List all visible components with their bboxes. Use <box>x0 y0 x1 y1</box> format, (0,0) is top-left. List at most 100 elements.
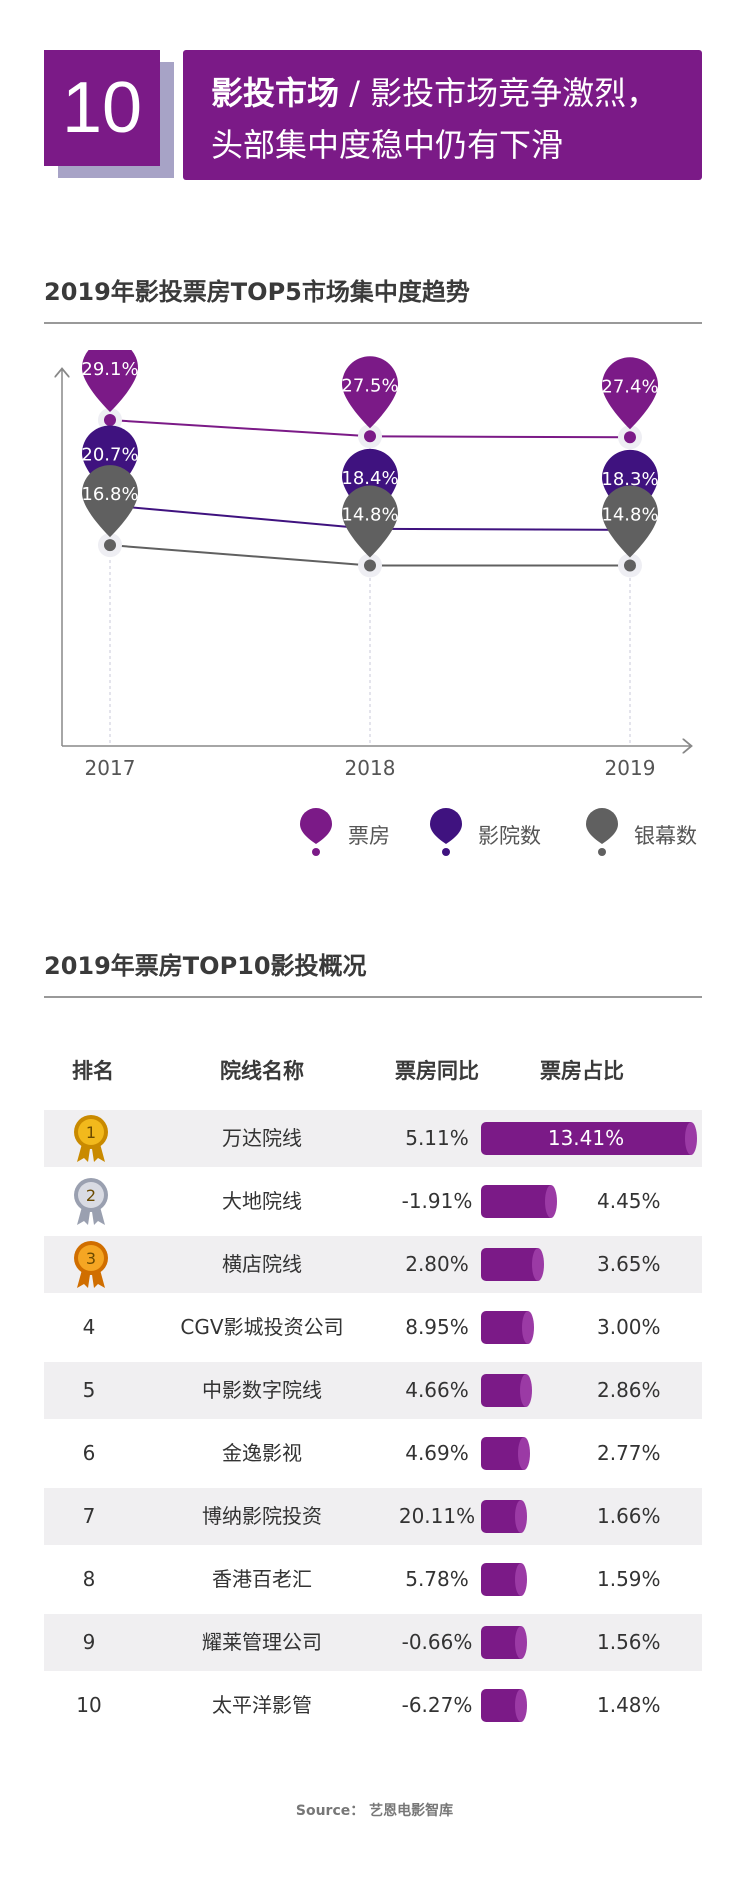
table-row: 6 金逸影视 4.69% 2.77% <box>44 1425 702 1482</box>
data-label: 29.1% <box>81 359 138 380</box>
point-dot <box>624 431 636 444</box>
share-label: 1.48% <box>597 1693 661 1717</box>
chart-legend: 票房 影院数 银幕数 <box>0 808 749 858</box>
medal-icon: 2 <box>74 1178 108 1225</box>
rank-cell: 4 <box>82 1315 96 1339</box>
share-bar-cap <box>519 1374 532 1407</box>
yoy-cell: -6.27% <box>401 1693 473 1717</box>
cinema-name-cell: CGV影城投资公司 <box>180 1315 344 1339</box>
cinema-name-cell: 中影数字院线 <box>202 1378 322 1402</box>
data-point: 27.5% <box>341 356 399 449</box>
table-row: 1 万达院线 5.11% 13.41% <box>44 1110 702 1167</box>
share-bar-cap <box>515 1626 527 1659</box>
section-number: 10 <box>44 50 160 166</box>
share-bar <box>481 1563 527 1596</box>
legend-label: 银幕数 <box>634 824 697 848</box>
yoy-cell: 5.78% <box>405 1567 469 1591</box>
point-dot <box>364 559 376 572</box>
table-row: 4 CGV影城投资公司 8.95% 3.00% <box>44 1299 702 1356</box>
cinema-name-cell: 耀莱管理公司 <box>202 1630 322 1654</box>
data-label: 14.8% <box>341 504 398 525</box>
chart-section-rule <box>44 322 702 324</box>
data-label: 18.4% <box>341 468 398 489</box>
share-bar-cap <box>518 1437 531 1470</box>
share-bar <box>481 1185 557 1218</box>
yoy-cell: -0.66% <box>401 1630 473 1654</box>
point-dot <box>104 539 116 552</box>
share-bar <box>481 1500 527 1533</box>
cinema-name-cell: 万达院线 <box>222 1126 302 1150</box>
line-chart: 29.1% 27.5% 27.4% 20.7% 18.4% 18.3% 16.8% 14.8%… <box>0 350 749 780</box>
share-bar <box>481 1689 527 1722</box>
table-section-title: 2019年票房TOP10影投概况 <box>44 952 367 980</box>
cinema-name-cell: 金逸影视 <box>222 1441 302 1465</box>
cinema-name-cell: 香港百老汇 <box>212 1567 312 1591</box>
header-title-rest: / 影投市场竞争激烈， <box>339 74 659 112</box>
table-row: 7 博纳影院投资 20.11% 1.66% <box>44 1488 702 1545</box>
data-point: 29.1% <box>81 350 139 433</box>
yoy-cell: 5.11% <box>405 1126 469 1150</box>
header-title-bold: 影投市场 <box>211 74 340 112</box>
share-bar-cap <box>532 1248 545 1281</box>
share-bar <box>481 1626 527 1659</box>
data-label: 18.3% <box>601 469 658 490</box>
x-tick-label: 2018 <box>345 756 396 780</box>
yoy-cell: -1.91% <box>401 1189 473 1213</box>
share-bar-cap <box>515 1500 527 1533</box>
data-point: 27.4% <box>601 357 659 450</box>
table-row: 3 横店院线 2.80% 3.65% <box>44 1236 702 1293</box>
medal-rank: 1 <box>86 1123 96 1142</box>
rank-cell: 5 <box>82 1378 96 1402</box>
share-bar-cap <box>544 1185 557 1218</box>
rank-cell: 1 <box>44 1110 134 1167</box>
data-label: 20.7% <box>81 444 138 465</box>
share-label: 2.86% <box>597 1378 661 1402</box>
chart-section-title: 2019年影投票房TOP5市场集中度趋势 <box>44 278 470 306</box>
col-header-name: 院线名称 <box>220 1059 304 1083</box>
source-note: Source： 艺恩电影智库 <box>295 1803 454 1819</box>
header-title-box: 影投市场 / 影投市场竞争激烈， 头部集中度稳中仍有下滑 <box>183 50 702 180</box>
table-row: 5 中影数字院线 4.66% 2.86% <box>44 1362 702 1419</box>
legend-label: 影院数 <box>478 824 541 848</box>
share-bar <box>481 1311 534 1344</box>
cinema-name-cell: 太平洋影管 <box>212 1693 312 1717</box>
header-title-line1: 影投市场 / 影投市场竞争激烈， <box>211 68 658 114</box>
share-bar-cap <box>515 1689 527 1722</box>
value-pin <box>602 485 658 558</box>
table-section-rule <box>44 996 702 998</box>
rank-cell: 9 <box>82 1630 96 1654</box>
share-bar <box>481 1248 545 1281</box>
legend-pin-icon <box>300 808 332 856</box>
table-row: 9 耀莱管理公司 -0.66% 1.56% <box>44 1614 702 1671</box>
rank-cell: 6 <box>82 1441 96 1465</box>
data-point: 14.8% <box>601 485 659 578</box>
col-header-share: 票房占比 <box>540 1059 624 1083</box>
yoy-cell: 2.80% <box>405 1252 469 1276</box>
data-label: 14.8% <box>601 504 658 525</box>
share-label: 4.45% <box>597 1189 661 1213</box>
data-label: 27.5% <box>341 375 398 396</box>
cinema-name-cell: 博纳影院投资 <box>202 1504 322 1528</box>
value-pin <box>602 357 658 430</box>
legend-label: 票房 <box>348 824 390 848</box>
medal-icon: 1 <box>74 1115 108 1162</box>
col-header-rank: 排名 <box>72 1059 114 1083</box>
table-row: 2 大地院线 -1.91% 4.45% <box>44 1173 702 1230</box>
share-bar-cap <box>515 1563 527 1596</box>
share-label: 13.41% <box>547 1126 625 1150</box>
header-title-line2: 头部集中度稳中仍有下滑 <box>211 126 564 164</box>
value-pin <box>82 465 138 538</box>
share-bar-cap <box>685 1122 697 1155</box>
share-bar-cap <box>521 1311 534 1344</box>
point-dot <box>104 414 116 427</box>
yoy-cell: 4.69% <box>405 1441 469 1465</box>
table-row: 8 香港百老汇 5.78% 1.59% <box>44 1551 702 1608</box>
legend-pin-icon <box>430 808 462 856</box>
yoy-cell: 20.11% <box>398 1504 476 1528</box>
medal-rank: 2 <box>86 1186 96 1205</box>
x-tick-label: 2019 <box>605 756 656 780</box>
medal-rank: 3 <box>86 1249 96 1268</box>
yoy-cell: 8.95% <box>405 1315 469 1339</box>
rank-cell: 2 <box>44 1173 134 1230</box>
data-label: 16.8% <box>81 484 138 505</box>
